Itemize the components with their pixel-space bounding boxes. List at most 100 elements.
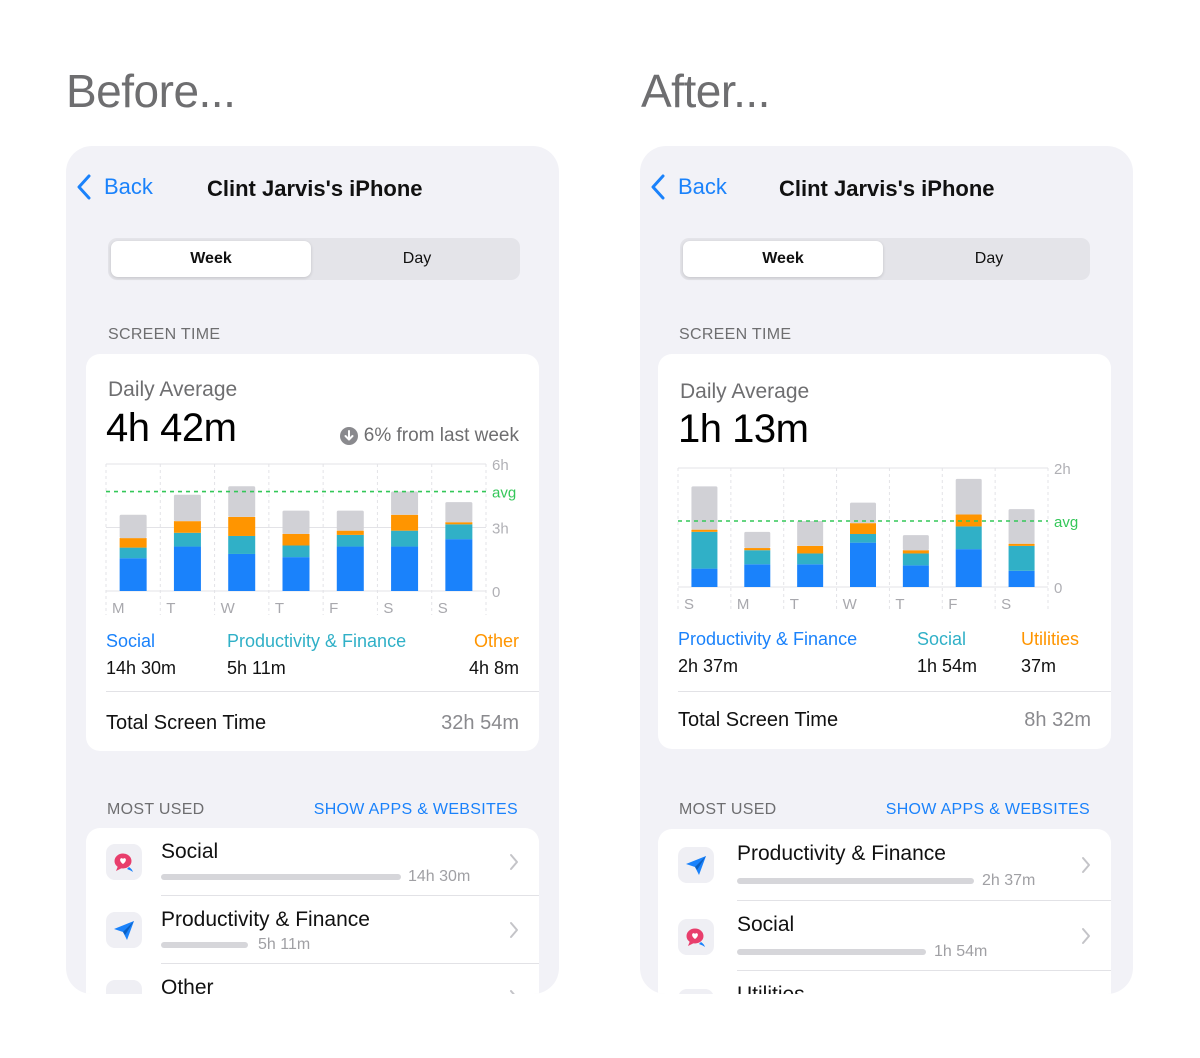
legend-name: Social [106,631,156,651]
usage-value: 2h 37m [982,872,1036,889]
legend-value: 5h 11m [227,658,286,678]
segment-day[interactable]: Day [974,250,1004,267]
bar-segment [691,568,718,587]
most-used-row-productivity[interactable]: Productivity & Finance 5h 11m [86,896,539,964]
bar-segment [336,546,364,591]
usage-bar [161,942,248,948]
bar-segment [173,494,201,522]
y-tick-label: 6h [492,457,509,474]
average-label: avg [492,485,516,502]
chevron-right-icon [1082,928,1090,944]
app-icon [106,980,142,994]
bar-segment [850,502,876,524]
app-name: Productivity & Finance [161,908,370,931]
legend-value: 4h 8m [468,658,519,678]
bar-segment [173,521,201,533]
bar-segment [850,542,876,587]
bar-segment [282,533,310,546]
bar-segment [391,546,419,591]
bar-segment [391,530,419,547]
total-screen-time-value: 32h 54m [441,712,519,734]
show-apps-websites-link[interactable]: SHOW APPS & WEBSITES [313,801,518,818]
row-separator [161,895,539,896]
bar-segment [902,565,929,587]
bar-segment [850,533,876,543]
chevron-right-icon [1082,857,1090,873]
bar-segment [391,491,419,515]
most-used-row-other[interactable]: Other [86,964,539,994]
most-used-row-social[interactable]: Social 14h 30m [86,828,539,896]
app-name: Productivity & Finance [737,842,946,865]
chevron-right-icon [510,854,518,870]
week-day-segmented-control: Week Day [108,238,520,280]
screen-time-section-label: SCREEN TIME [108,326,221,343]
nav-title: Clint Jarvis's iPhone [207,176,423,201]
most-used-section-label: MOST USED [107,801,205,818]
average-label: avg [1054,514,1078,531]
bar-segment [797,564,824,587]
app-name: Social [161,840,219,863]
segment-week[interactable]: Week [683,241,883,277]
usage-value: 5h 11m [258,936,311,953]
bar-segment [797,521,824,546]
most-used-row-social[interactable]: Social 1h 54m [658,901,1111,971]
day-tick-label: W [221,600,236,617]
bar-segment [119,514,147,539]
most-used-card: Productivity & Finance 2h 37m Social 1h … [658,829,1111,994]
usage-bar [161,874,401,880]
bar-segment [445,522,473,525]
paper-plane-icon [106,912,142,948]
bar-segment [228,486,256,517]
arrow-down-circle-icon [339,427,358,445]
segment-week[interactable]: Week [111,241,311,277]
bar-segment [691,486,718,530]
speech-bubble-heart-icon [106,844,142,880]
divider [678,691,1111,692]
usage-value: 14h 30m [408,868,471,885]
legend-name: Productivity & Finance [227,631,407,651]
bar-segment [744,550,771,565]
app-name: Utilities [737,983,805,994]
bar-segment [119,538,147,548]
show-apps-websites-link[interactable]: SHOW APPS & WEBSITES [885,801,1090,818]
bar-segment [1008,543,1035,546]
back-button[interactable]: Back [650,174,727,200]
paper-plane-icon [678,847,714,883]
legend-value: 2h 37m [678,656,739,676]
bar-segment [445,524,473,540]
bar-segment [691,529,718,532]
after-heading: After... [641,65,770,117]
bar-segment [282,510,310,534]
week-day-segmented-control: Week Day [680,238,1090,280]
day-tick-label: W [843,596,858,613]
daily-average-value: 4h 42m [106,406,237,450]
segment-day[interactable]: Day [402,250,432,267]
bar-segment [902,535,929,551]
total-screen-time-label: Total Screen Time [106,712,267,734]
day-tick-label: S [383,600,393,617]
back-button[interactable]: Back [76,174,153,200]
week-delta: 6% from last week [339,425,519,447]
back-label: Back [678,174,727,199]
bar-segment [850,523,876,534]
chevron-right-icon [510,990,515,994]
bar-segment [1008,570,1035,587]
legend-social: Social 1h 54m [917,629,977,677]
after-phone-screen: Back Clint Jarvis's iPhone Week Day SCRE… [640,146,1133,994]
bar-segment [955,526,982,550]
bar-segment [282,557,310,591]
screen-time-card: Daily Average 4h 42m 6% from last week M… [86,354,539,751]
usage-bar [737,878,974,884]
bar-segment [744,564,771,587]
chevron-left-icon [651,174,665,200]
most-used-row-productivity[interactable]: Productivity & Finance 2h 37m [658,829,1111,901]
y-tick-label: 3h [492,521,509,538]
y-tick-label: 0 [492,584,500,601]
bar-segment [955,478,982,515]
most-used-row-utilities[interactable]: Utilities [658,971,1111,994]
day-tick-label: T [166,600,175,617]
bar-segment [744,531,771,549]
legend-productivity: Productivity & Finance 2h 37m [678,629,857,677]
